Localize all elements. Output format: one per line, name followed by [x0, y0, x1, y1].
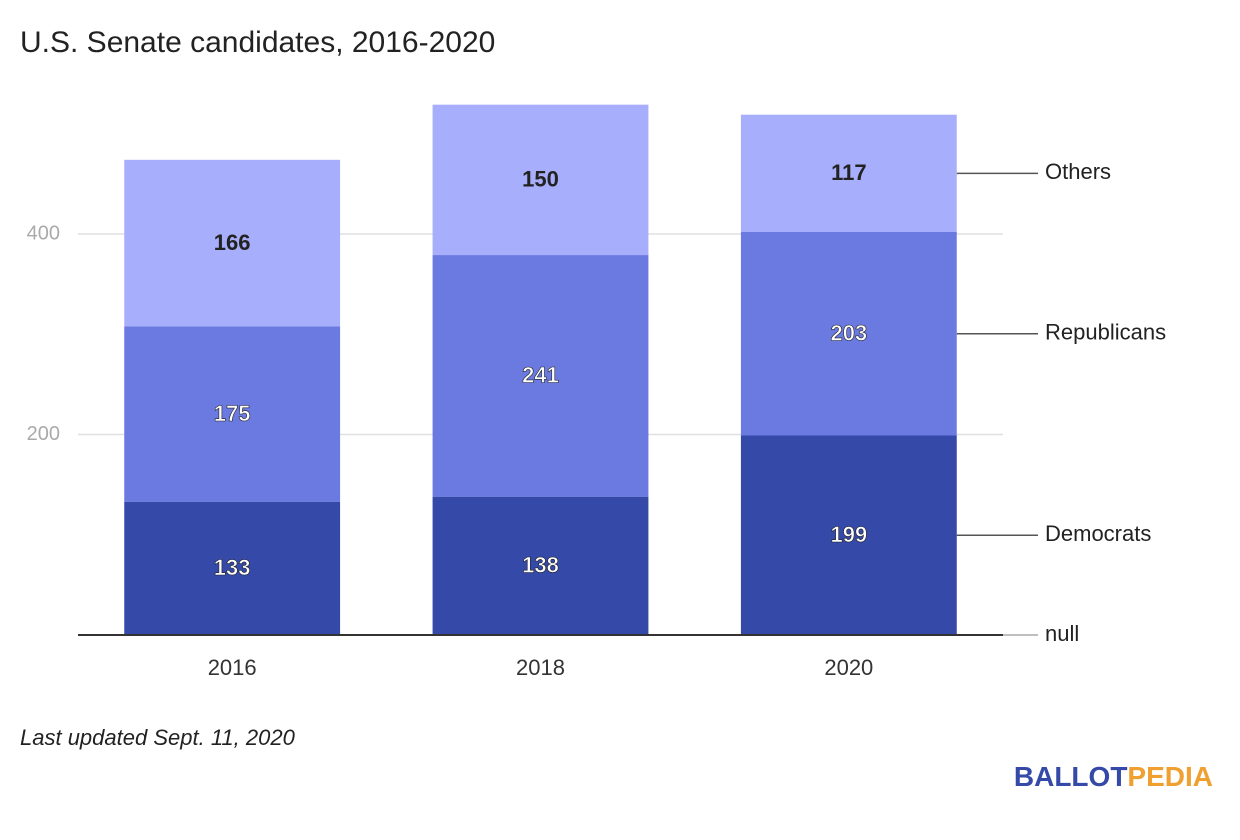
- logo: BALLOTPEDIA: [1014, 761, 1213, 792]
- data-label: 138: [522, 553, 559, 578]
- bar-segment: [124, 159, 341, 327]
- x-tick-label: 2018: [516, 655, 565, 680]
- y-tick-label: 400: [27, 222, 60, 244]
- bar-segment: [740, 231, 957, 436]
- data-label: 241: [522, 363, 559, 388]
- bar-segment: [740, 435, 957, 635]
- data-label: 133: [214, 555, 251, 580]
- bar-segment: [124, 501, 341, 635]
- data-label: 203: [830, 321, 867, 346]
- legend-label: Democrats: [1045, 521, 1151, 546]
- data-label: 150: [522, 167, 559, 192]
- x-tick-label: 2016: [208, 655, 257, 680]
- footnote: Last updated Sept. 11, 2020: [20, 725, 296, 750]
- data-label: 175: [214, 401, 251, 426]
- logo-part: PEDIA: [1127, 761, 1213, 792]
- legend-label: Republicans: [1045, 320, 1166, 345]
- bar-segment: [124, 326, 341, 502]
- bar-segment: [432, 496, 649, 635]
- legend-label: null: [1045, 621, 1079, 646]
- logo-part: BALLOT: [1014, 761, 1128, 792]
- bar-segment: [740, 114, 957, 232]
- bar-segment: [432, 104, 649, 256]
- data-label: 199: [830, 522, 867, 547]
- bar-segment: [432, 255, 649, 497]
- x-tick-label: 2020: [824, 655, 873, 680]
- y-tick-label: 200: [27, 423, 60, 445]
- legend-label: Others: [1045, 159, 1111, 184]
- data-label: 166: [214, 230, 251, 255]
- data-label: 117: [831, 160, 867, 185]
- chart-title: U.S. Senate candidates, 2016-2020: [20, 26, 495, 59]
